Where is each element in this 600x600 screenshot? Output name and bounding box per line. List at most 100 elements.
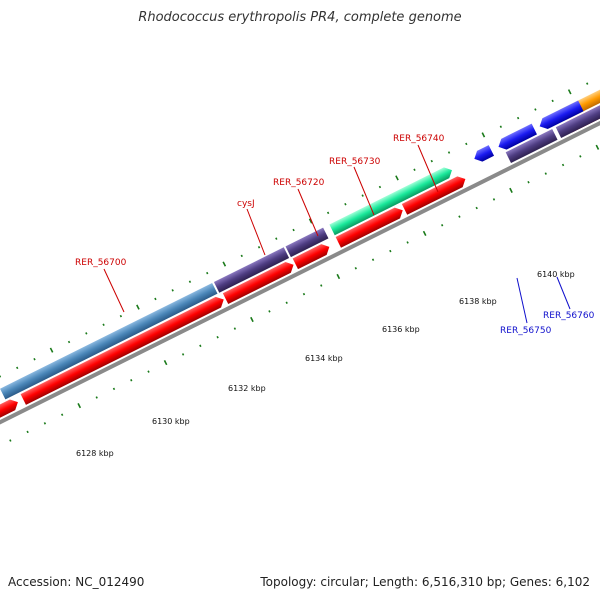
major-tick bbox=[567, 89, 572, 95]
minor-tick bbox=[275, 237, 278, 240]
minor-tick bbox=[378, 185, 382, 189]
minor-tick bbox=[475, 206, 478, 210]
major-tick bbox=[77, 403, 82, 409]
minor-tick bbox=[551, 99, 554, 103]
minor-tick bbox=[354, 267, 357, 270]
genome-backbone bbox=[0, 107, 600, 433]
cds-red-2[interactable] bbox=[222, 259, 296, 304]
gene-blue-3[interactable] bbox=[537, 100, 584, 131]
lower-tick-row bbox=[9, 144, 600, 442]
major-tick bbox=[222, 261, 227, 267]
minor-tick bbox=[430, 159, 433, 163]
label-leaders bbox=[103, 144, 439, 313]
major-tick bbox=[250, 316, 254, 323]
minor-tick bbox=[119, 314, 123, 318]
minor-tick bbox=[216, 335, 219, 339]
minor-tick bbox=[440, 223, 444, 227]
cds-red-left[interactable] bbox=[0, 397, 21, 428]
leader-rer-56730 bbox=[353, 166, 375, 216]
minor-tick bbox=[534, 108, 537, 111]
minor-tick bbox=[516, 116, 520, 120]
label-cysj: cysJ bbox=[237, 199, 255, 209]
minor-tick bbox=[43, 422, 47, 425]
minor-tick bbox=[326, 211, 330, 215]
minor-tick bbox=[544, 172, 547, 175]
gene-rer-56760[interactable] bbox=[505, 129, 558, 163]
major-tick bbox=[595, 144, 600, 150]
topology-info: Topology: circular; Length: 6,516,310 bp… bbox=[260, 575, 590, 589]
label-rer-56750: RER_56750 bbox=[500, 326, 552, 336]
major-tick bbox=[136, 304, 140, 310]
gene-purple-right[interactable] bbox=[555, 100, 600, 138]
minor-tick bbox=[257, 246, 261, 249]
minor-tick bbox=[33, 357, 36, 361]
genome-track bbox=[0, 82, 600, 442]
minor-tick bbox=[147, 370, 150, 373]
minor-tick bbox=[26, 430, 29, 434]
minor-tick bbox=[9, 439, 12, 442]
minor-tick bbox=[371, 258, 375, 261]
label-leaders-blue bbox=[516, 276, 571, 324]
tick-label-6140: 6140 kbp bbox=[537, 270, 575, 279]
tick-label-6132: 6132 kbp bbox=[228, 384, 266, 393]
map-title: Rhodococcus erythropolis PR4, complete g… bbox=[138, 10, 462, 25]
minor-tick bbox=[579, 155, 582, 158]
minor-tick bbox=[292, 228, 295, 232]
minor-tick bbox=[85, 332, 88, 335]
gene-rer-56700[interactable] bbox=[0, 282, 218, 400]
label-rer-56700: RER_56700 bbox=[75, 258, 127, 268]
minor-tick bbox=[199, 344, 202, 348]
gene-rer-56750[interactable] bbox=[472, 145, 495, 164]
minor-tick bbox=[95, 396, 98, 399]
minor-tick bbox=[188, 280, 192, 283]
leader-rer-56740 bbox=[417, 144, 439, 193]
minor-tick bbox=[586, 82, 589, 85]
gene-blue-2[interactable] bbox=[496, 123, 537, 153]
major-tick bbox=[395, 175, 399, 181]
major-tick bbox=[163, 359, 168, 366]
minor-tick bbox=[302, 292, 306, 296]
label-rer-56740: RER_56740 bbox=[393, 134, 445, 144]
leader-cysj bbox=[246, 208, 266, 256]
minor-tick bbox=[181, 353, 185, 356]
cds-red-5[interactable] bbox=[401, 174, 468, 215]
leader-rer-56750 bbox=[516, 277, 528, 324]
gene-rer-56740[interactable] bbox=[329, 165, 454, 236]
minor-tick bbox=[499, 125, 503, 128]
major-tick bbox=[509, 187, 513, 193]
gene-cysj[interactable] bbox=[213, 247, 290, 293]
minor-tick bbox=[406, 241, 409, 244]
cds-red-1[interactable] bbox=[20, 294, 227, 405]
minor-tick bbox=[171, 289, 174, 292]
tick-label-6130: 6130 kbp bbox=[152, 417, 190, 426]
tick-label-6136: 6136 kbp bbox=[382, 325, 420, 334]
minor-tick bbox=[0, 375, 2, 378]
minor-tick bbox=[458, 215, 461, 218]
minor-tick bbox=[561, 163, 565, 167]
cds-red-3[interactable] bbox=[292, 241, 332, 270]
cds-red-4[interactable] bbox=[335, 205, 406, 248]
major-tick bbox=[49, 347, 54, 353]
minor-tick bbox=[268, 310, 271, 313]
tick-label-6128: 6128 kbp bbox=[76, 449, 114, 458]
minor-tick bbox=[361, 194, 364, 197]
minor-tick bbox=[465, 142, 468, 146]
minor-tick bbox=[413, 168, 416, 172]
minor-tick bbox=[16, 366, 19, 370]
major-tick bbox=[481, 132, 486, 138]
minor-tick bbox=[285, 301, 288, 305]
minor-tick bbox=[206, 271, 209, 275]
forward-strand bbox=[0, 82, 600, 428]
minor-tick bbox=[102, 323, 105, 327]
tick-label-6138: 6138 kbp bbox=[459, 297, 497, 306]
minor-tick bbox=[389, 249, 392, 253]
minor-tick bbox=[130, 379, 133, 382]
minor-tick bbox=[240, 254, 243, 258]
major-tick bbox=[422, 230, 427, 237]
upper-tick-row bbox=[0, 82, 589, 378]
minor-tick bbox=[112, 387, 116, 391]
minor-tick bbox=[61, 413, 64, 416]
minor-tick bbox=[344, 202, 347, 206]
major-tick bbox=[308, 218, 313, 224]
leader-rer-56760 bbox=[556, 276, 571, 310]
